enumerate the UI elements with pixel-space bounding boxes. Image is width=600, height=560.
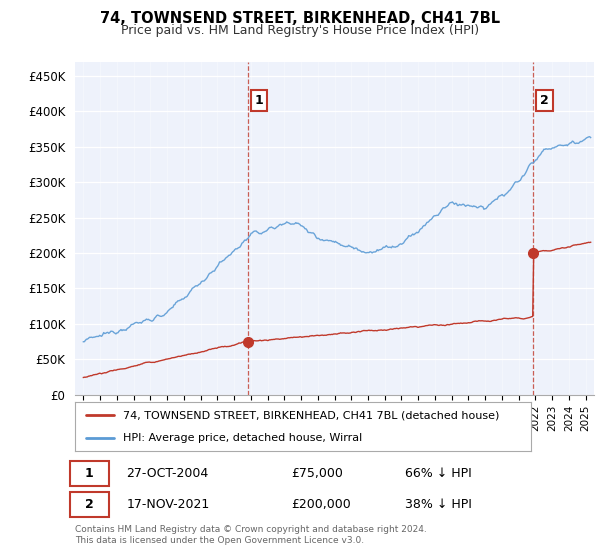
Text: HPI: Average price, detached house, Wirral: HPI: Average price, detached house, Wirr… [123, 433, 362, 444]
Text: Contains HM Land Registry data © Crown copyright and database right 2024.
This d: Contains HM Land Registry data © Crown c… [75, 525, 427, 545]
Text: 1: 1 [85, 467, 94, 480]
Text: 27-OCT-2004: 27-OCT-2004 [127, 467, 209, 480]
Text: £200,000: £200,000 [292, 498, 352, 511]
Text: 17-NOV-2021: 17-NOV-2021 [127, 498, 210, 511]
Text: Price paid vs. HM Land Registry's House Price Index (HPI): Price paid vs. HM Land Registry's House … [121, 24, 479, 37]
FancyBboxPatch shape [70, 492, 109, 517]
Text: 74, TOWNSEND STREET, BIRKENHEAD, CH41 7BL: 74, TOWNSEND STREET, BIRKENHEAD, CH41 7B… [100, 11, 500, 26]
Text: 2: 2 [540, 94, 549, 107]
FancyBboxPatch shape [70, 461, 109, 486]
Text: 66% ↓ HPI: 66% ↓ HPI [405, 467, 472, 480]
Text: 74, TOWNSEND STREET, BIRKENHEAD, CH41 7BL (detached house): 74, TOWNSEND STREET, BIRKENHEAD, CH41 7B… [123, 410, 499, 421]
Text: 38% ↓ HPI: 38% ↓ HPI [405, 498, 472, 511]
Text: £75,000: £75,000 [292, 467, 344, 480]
Text: 1: 1 [254, 94, 263, 107]
Text: 2: 2 [85, 498, 94, 511]
